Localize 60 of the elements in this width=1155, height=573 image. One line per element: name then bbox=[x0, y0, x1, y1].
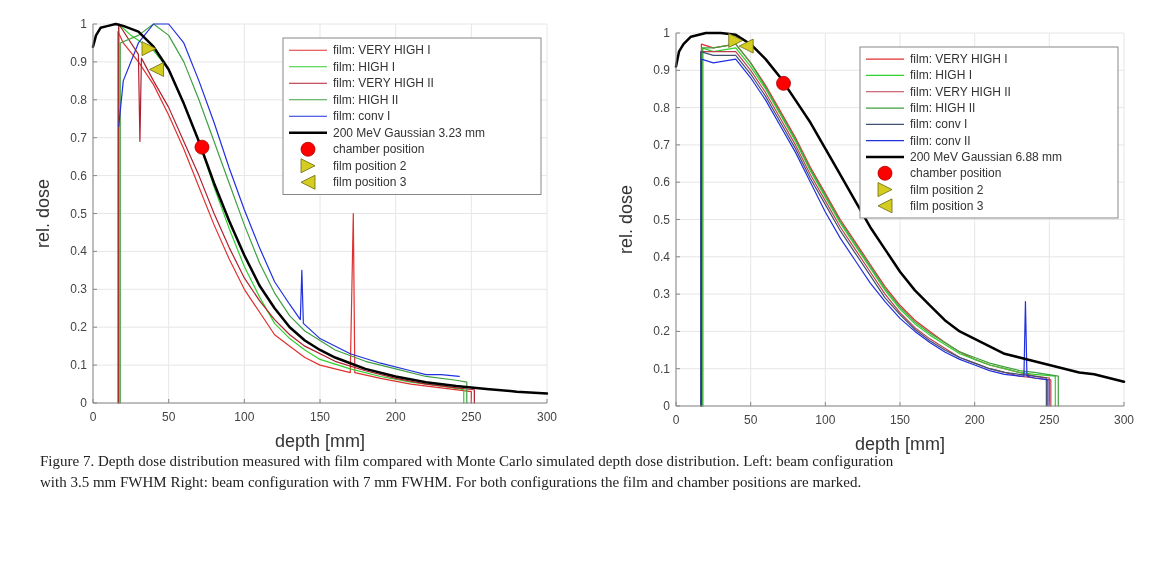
legend-label: film: HIGH II bbox=[333, 92, 399, 107]
y-tick-label: 0 bbox=[80, 396, 88, 410]
y-tick-label: 0.7 bbox=[653, 137, 671, 152]
y-tick-label: 0.5 bbox=[70, 206, 88, 221]
y-tick-label: 0.5 bbox=[653, 212, 671, 227]
x-tick-label: 250 bbox=[1039, 413, 1060, 427]
x-tick-label: 150 bbox=[889, 413, 911, 427]
legend-label: film position 3 bbox=[333, 175, 407, 190]
y-tick-label: 1 bbox=[663, 26, 671, 40]
y-tick-label: 0.8 bbox=[653, 100, 671, 115]
y-tick-label: 0.6 bbox=[653, 175, 671, 190]
legend-label: film position 3 bbox=[910, 198, 984, 213]
y-tick-label: 0.2 bbox=[653, 324, 671, 339]
legend-label: chamber position bbox=[333, 142, 425, 157]
x-tick-label: 50 bbox=[161, 410, 176, 424]
x-tick-label: 250 bbox=[461, 410, 482, 424]
x-axis-title: depth [mm] bbox=[854, 434, 946, 454]
legend-label: 200 MeV Gaussian 6.88 mm bbox=[910, 149, 1063, 164]
y-tick-label: 0.7 bbox=[70, 130, 88, 145]
x-axis-title: depth [mm] bbox=[274, 431, 366, 451]
legend-label: chamber position bbox=[910, 166, 1002, 181]
caption: Figure 7. Depth dose distribution measured with film compared with Monte Carlo simulated depth dose distribution. Left: beam configuration with 3.5 mm FWHM Right: beam configuration with 7 mm FWHM. For both configurations the film and chamber positions are marked. bbox=[40, 453, 894, 490]
legend-label: film: HIGH I bbox=[910, 68, 972, 83]
legend-label: film: VERY HIGH II bbox=[910, 84, 1011, 99]
x-tick-label: 0 bbox=[672, 413, 680, 427]
y-tick-label: 0.9 bbox=[653, 63, 671, 78]
legend-label: film: conv I bbox=[333, 109, 391, 124]
x-tick-label: 0 bbox=[89, 410, 97, 424]
y-tick-label: 0.1 bbox=[70, 358, 88, 373]
y-tick-label: 0 bbox=[663, 399, 671, 413]
legend-label: 200 MeV Gaussian 3.23 mm bbox=[333, 125, 486, 140]
y-tick-label: 0.8 bbox=[70, 92, 88, 107]
x-tick-label: 200 bbox=[964, 413, 985, 427]
x-tick-label: 150 bbox=[309, 410, 331, 424]
legend-label: film: VERY HIGH I bbox=[333, 43, 431, 58]
legend-label: film: conv II bbox=[910, 133, 971, 148]
y-tick-label: 0.4 bbox=[70, 244, 88, 259]
y-tick-label: 0.1 bbox=[653, 361, 671, 376]
y-tick-label: 1 bbox=[80, 17, 88, 31]
y-tick-label: 0.6 bbox=[70, 168, 88, 183]
y-axis-title: rel. dose bbox=[33, 178, 53, 249]
legend-label: film: conv I bbox=[910, 117, 968, 132]
y-axis-title: rel. dose bbox=[616, 184, 636, 255]
y-tick-label: 0.3 bbox=[653, 287, 671, 302]
legend-label: film position 2 bbox=[333, 158, 407, 173]
y-tick-label: 0.3 bbox=[70, 282, 88, 297]
x-tick-label: 200 bbox=[385, 410, 406, 424]
legend-label: film: HIGH II bbox=[910, 101, 976, 116]
x-tick-label: 100 bbox=[815, 413, 836, 427]
y-tick-label: 0.4 bbox=[653, 249, 671, 264]
x-tick-label: 300 bbox=[536, 410, 558, 424]
y-tick-label: 0.9 bbox=[70, 54, 88, 69]
x-tick-label: 100 bbox=[234, 410, 255, 424]
y-tick-label: 0.2 bbox=[70, 320, 88, 335]
legend-label: film position 2 bbox=[910, 182, 984, 197]
legend-label: film: VERY HIGH I bbox=[910, 52, 1008, 67]
x-tick-label: 300 bbox=[1113, 413, 1135, 427]
legend-label: film: VERY HIGH II bbox=[333, 76, 434, 91]
legend-label: film: HIGH I bbox=[333, 59, 395, 74]
x-tick-label: 50 bbox=[743, 413, 758, 427]
